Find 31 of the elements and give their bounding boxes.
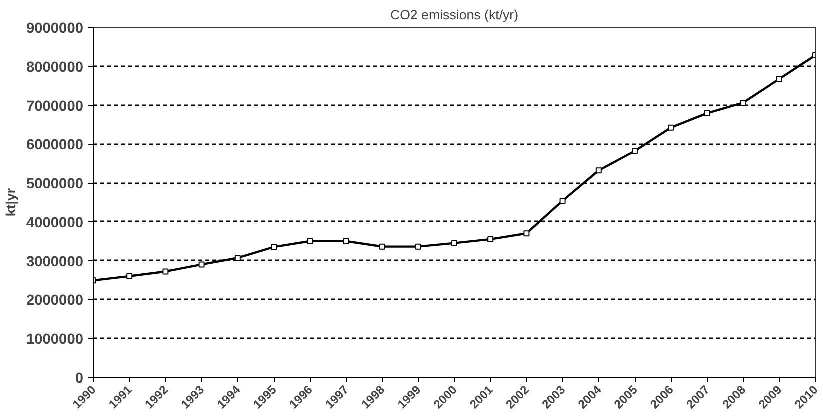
y-tick-label: 4000000: [26, 215, 84, 232]
y-axis-title: kt|yr: [3, 188, 18, 217]
y-tick-label: 9000000: [26, 21, 84, 37]
point: [740, 100, 746, 106]
point: [126, 273, 133, 280]
point: [704, 110, 710, 116]
point: [415, 244, 422, 250]
y-tick-label: 2000000: [26, 293, 84, 310]
point: [343, 238, 350, 244]
y-tick-label: 3000000: [26, 254, 84, 270]
y-tick-label: 8000000: [26, 60, 84, 76]
point: [524, 230, 530, 237]
point: [271, 244, 277, 250]
chart-title: CO2 emissions (kt/yr): [390, 8, 519, 22]
point: [234, 255, 241, 262]
point: [596, 168, 602, 174]
point: [560, 198, 566, 204]
y-tick-label: 5000000: [26, 176, 84, 193]
y-tick-label: 6000000: [26, 138, 84, 154]
y-tick-label: 1000000: [26, 332, 84, 348]
point: [452, 240, 458, 246]
point: [162, 268, 169, 275]
point: [488, 236, 494, 242]
y-tick-label: 7000000: [26, 98, 84, 115]
point: [198, 262, 205, 268]
point: [307, 238, 314, 244]
point: [632, 148, 638, 154]
point: [668, 124, 674, 131]
y-tick-label: 0: [75, 371, 84, 387]
point: [776, 76, 782, 82]
point: [379, 244, 386, 250]
